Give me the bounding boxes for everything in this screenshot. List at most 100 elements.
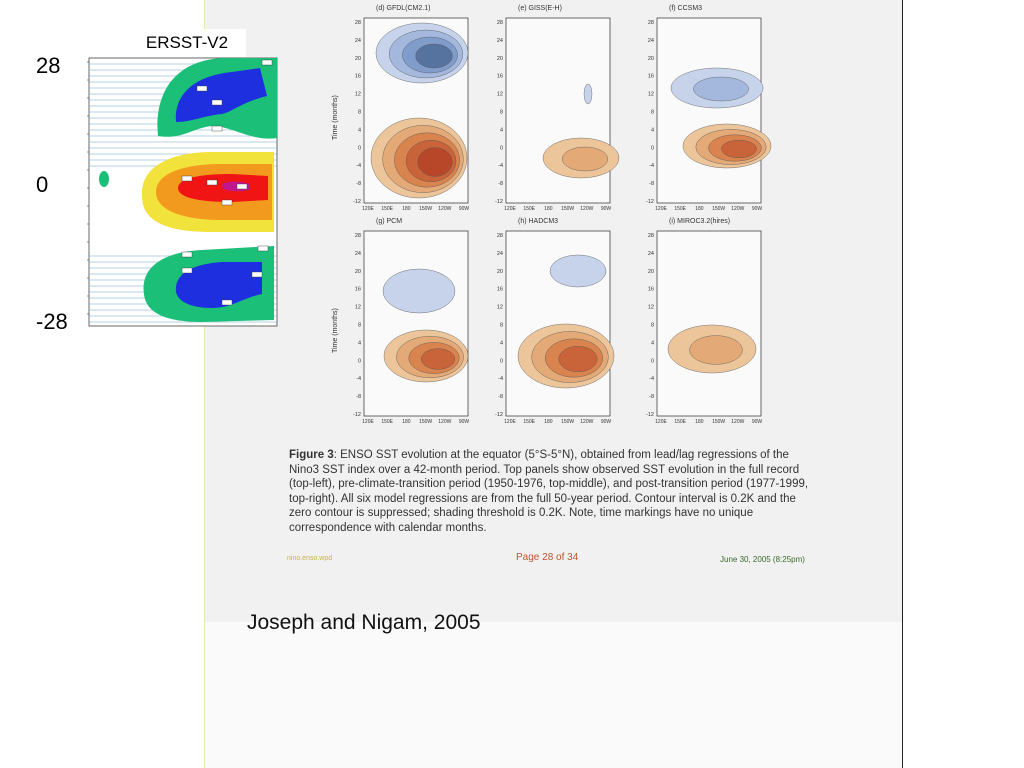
warm-anomaly-contour: [417, 147, 453, 177]
y-tick-label: -8: [356, 181, 361, 187]
y-tick-label: -8: [498, 181, 503, 187]
x-tick-label: 150W: [419, 419, 432, 425]
y-tick-label: 20: [648, 269, 654, 275]
figure-caption: Figure 3: ENSO SST evolution at the equa…: [289, 448, 821, 536]
y-tick-label: 4: [651, 340, 654, 346]
y-tick-label: 20: [355, 56, 361, 62]
y-tick-label: 8: [651, 110, 654, 116]
y-tick-label: 16: [355, 287, 361, 293]
x-tick-label: 150W: [419, 206, 432, 212]
x-tick-label: 90W: [752, 206, 763, 212]
x-tick-label: 150E: [523, 419, 535, 425]
y-tick-label: -12: [495, 412, 503, 418]
y-label-top: 28: [36, 53, 61, 78]
warm-anomaly-contour: [421, 348, 455, 370]
x-tick-label: 150E: [674, 419, 686, 425]
y-tick-label: 0: [358, 358, 361, 364]
y-tick-label: 8: [500, 110, 503, 116]
y-tick-label: -4: [649, 163, 654, 169]
cool-anomaly-contour: [549, 254, 607, 288]
contour-panel-i: (i) MIROC3.2(hires) 28 24 20 16 12 8 4 0 -4 -8 -12 1…: [646, 218, 762, 436]
x-tick-label: 120E: [655, 206, 667, 212]
y-tick-label: 0: [651, 358, 654, 364]
y-tick-label: -12: [353, 199, 361, 205]
warm-anomaly-contour: [558, 345, 598, 372]
panel-title: (d) GFDL(CM2.1): [376, 5, 431, 12]
panel-frame: [363, 230, 469, 417]
y-tick-label: 12: [497, 92, 503, 98]
x-tick-label: 180: [544, 419, 553, 425]
x-tick-label: 120W: [731, 419, 744, 425]
page-lower-area: [205, 622, 902, 768]
x-tick-label: 180: [402, 206, 411, 212]
y-tick-label: 12: [648, 305, 654, 311]
y-tick-label: -4: [498, 163, 503, 169]
y-tick-label: 8: [358, 323, 361, 329]
y-tick-label: 28: [648, 233, 654, 239]
y-tick-label: -4: [649, 376, 654, 382]
x-tick-label: 120E: [362, 419, 374, 425]
y-tick-label: 28: [497, 20, 503, 26]
y-tick-label: 8: [500, 323, 503, 329]
x-tick-label: 150E: [381, 419, 393, 425]
x-tick-label: 120W: [731, 206, 744, 212]
y-tick-label: 24: [648, 251, 654, 257]
warm-anomaly-contour: [562, 146, 608, 172]
panel-title: (h) HADCM3: [518, 218, 559, 225]
x-tick-label: 180: [544, 206, 553, 212]
contour-panel-e: (e) GISS(E-H) 28 24 20 16 12 8 4 0 -4 -8 -12 120E 150…: [495, 5, 620, 223]
panel-title: (f) CCSM3: [669, 5, 703, 12]
y-tick-label: -4: [356, 163, 361, 169]
panel-y-axis-label: Time (months): [332, 308, 339, 353]
cool-anomaly-contour: [415, 43, 453, 69]
y-tick-label: 12: [355, 305, 361, 311]
y-tick-label: -4: [356, 376, 361, 382]
y-tick-label: 28: [355, 233, 361, 239]
x-tick-label: 150W: [712, 206, 725, 212]
y-tick-label: 4: [358, 340, 361, 346]
x-tick-label: 90W: [601, 419, 612, 425]
x-tick-label: 120E: [362, 206, 374, 212]
ersst-title: ERSST-V2: [128, 29, 246, 57]
y-tick-label: 24: [648, 38, 654, 44]
ersst-plot-svg: [87, 57, 278, 327]
x-tick-label: 120E: [504, 206, 516, 212]
y-tick-label: 16: [497, 287, 503, 293]
y-tick-label: -12: [353, 412, 361, 418]
panel-title: (i) MIROC3.2(hires): [669, 218, 731, 225]
ersst-plot: [82, 56, 282, 336]
y-tick-label: 28: [648, 20, 654, 26]
y-tick-label: 0: [500, 358, 503, 364]
x-tick-label: 120W: [580, 206, 593, 212]
x-tick-label: 120E: [504, 419, 516, 425]
y-tick-label: 12: [648, 92, 654, 98]
y-tick-label: -12: [646, 199, 654, 205]
contour-panel-g: (g) PCM Time (months) 28 24 20 16 12 8 4 0 -4 -8 -12…: [332, 218, 470, 436]
cool-anomaly-contour: [583, 83, 593, 105]
y-tick-label: -8: [498, 394, 503, 400]
y-tick-label: 4: [651, 127, 654, 133]
x-tick-label: 180: [695, 206, 704, 212]
panel-title: (e) GISS(E-H): [518, 5, 562, 12]
x-tick-label: 90W: [459, 206, 470, 212]
y-tick-label: -8: [649, 181, 654, 187]
panel-y-axis-label: Time (months): [332, 95, 339, 140]
y-tick-label: 28: [497, 233, 503, 239]
x-tick-label: 150E: [674, 206, 686, 212]
footer-filename: nino.enso.wpd: [287, 555, 333, 562]
y-tick-label: -12: [495, 199, 503, 205]
y-tick-label: 16: [648, 287, 654, 293]
y-tick-label: 4: [500, 340, 503, 346]
contour-panel-f: (f) CCSM3 28 24 20 16 12 8 4 0 -4 -8 -12 120E 150E 180…: [646, 5, 772, 223]
y-tick-label: 4: [358, 127, 361, 133]
x-tick-label: 90W: [459, 419, 470, 425]
x-tick-label: 120W: [580, 419, 593, 425]
x-tick-label: 180: [695, 419, 704, 425]
x-tick-label: 120W: [438, 206, 451, 212]
